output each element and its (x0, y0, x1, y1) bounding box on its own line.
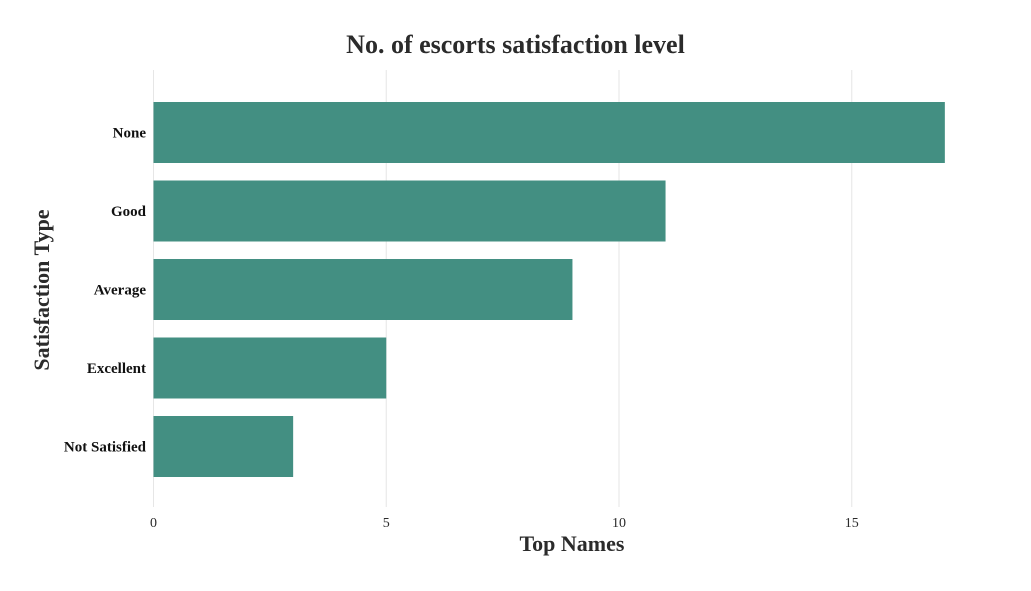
x-tick-labels: 0 5 10 15 (150, 516, 859, 531)
bar-excellent (153, 337, 387, 399)
y-tick-label: Good (111, 204, 147, 220)
y-tick-label: Not Satisfied (64, 440, 147, 456)
y-tick-label: Excellent (87, 361, 146, 377)
x-tick-label: 0 (150, 516, 157, 531)
bars (153, 102, 945, 477)
x-tick-label: 5 (383, 516, 390, 531)
bar-average (153, 259, 573, 320)
y-tick-label: Average (94, 283, 147, 299)
x-tick-label: 10 (612, 516, 626, 531)
x-axis-label: Top Names (519, 531, 625, 556)
bar-none (153, 102, 945, 163)
y-tick-labels: None Good Average Excellent Not Satisfied (64, 126, 147, 456)
bar-good (153, 180, 666, 242)
bar-not-satisfied (153, 416, 294, 477)
x-tick-label: 15 (845, 516, 859, 531)
chart-title: No. of escorts satisfaction level (346, 30, 685, 59)
y-tick-label: None (113, 126, 147, 142)
y-axis-label: Satisfaction Type (29, 209, 54, 371)
